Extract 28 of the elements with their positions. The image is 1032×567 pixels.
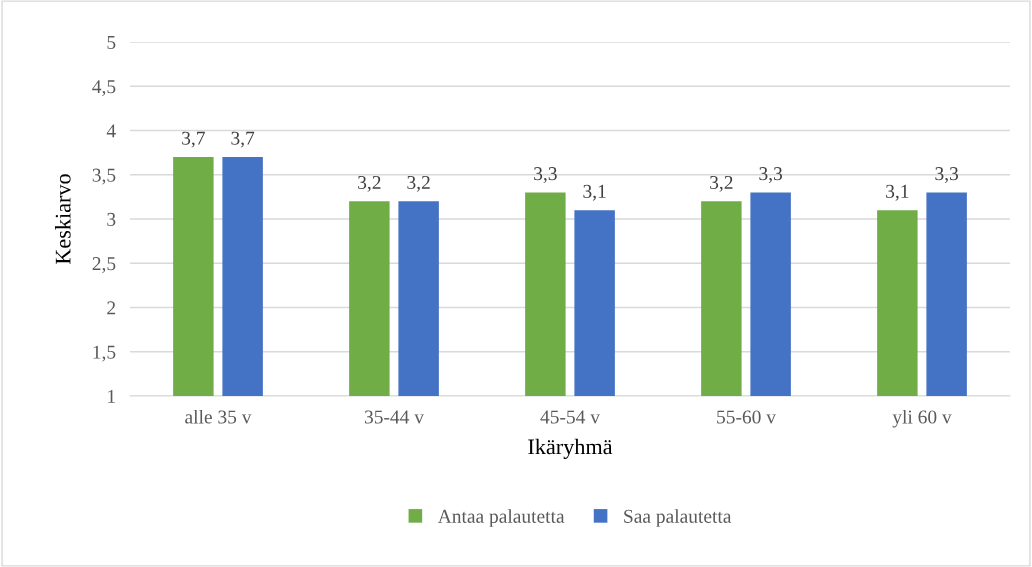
y-axis-title: Keskiarvo [54, 174, 71, 265]
data-label: 3,1 [583, 184, 606, 201]
y-tick-label: 5 [107, 36, 116, 49]
data-label: 3,2 [407, 175, 430, 192]
data-label: 3,3 [935, 167, 959, 183]
y-tick-label: 3 [107, 212, 116, 226]
x-tick-label: 55-60 v [717, 410, 776, 424]
data-label: 3,1 [886, 184, 909, 201]
data-label: 3,7 [182, 131, 205, 148]
y-tick-label: 2,5 [92, 257, 116, 273]
x-axis-title: Ikäryhmä [528, 438, 613, 459]
x-tick-label: alle 35 v [185, 409, 252, 424]
data-label: 3,3 [759, 167, 783, 183]
x-tick-label: 35-44 v [364, 410, 424, 424]
data-label: 3,2 [710, 175, 733, 192]
legend-label: Saa palautetta [624, 509, 732, 527]
y-tick-label: 1,5 [93, 345, 116, 362]
data-label: 3,2 [358, 175, 381, 192]
y-tick-label: 4,5 [92, 80, 116, 96]
y-tick-label: 4 [106, 124, 116, 138]
x-tick-label: 45-54 v [540, 410, 600, 424]
y-tick-label: 1 [108, 389, 115, 403]
y-tick-label: 3,5 [92, 168, 116, 185]
y-tick-label: 2 [107, 301, 116, 315]
data-label: 3,7 [231, 131, 255, 148]
x-tick-label: yli 60 v [892, 409, 952, 428]
legend-label: Antaa palautetta [437, 509, 565, 527]
data-label: 3,3 [534, 167, 557, 183]
